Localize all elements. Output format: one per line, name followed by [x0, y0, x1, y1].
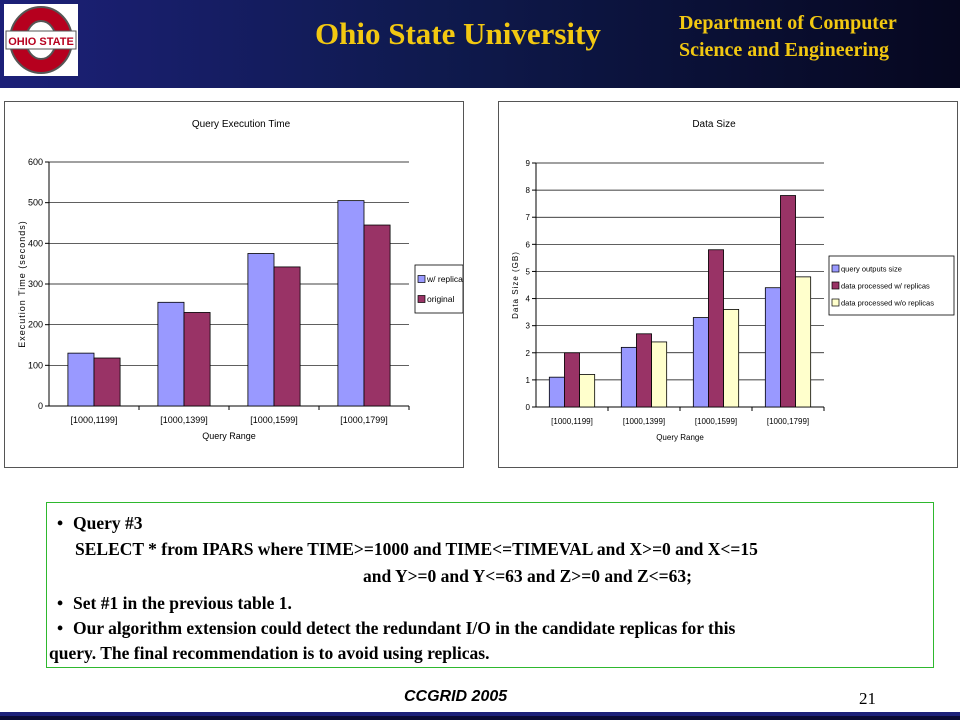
bar-1-1: [636, 333, 652, 408]
bullet-icon: •: [57, 618, 64, 638]
y-tick-label-8: 8: [526, 186, 531, 195]
chart-data-size: Data Size 0 1 2 3 4 5 6 7 8 9 [1000,1199] [1000,1399…: [498, 101, 958, 468]
chart-title: Query Execution Time: [192, 119, 291, 130]
bar-0-0: [67, 352, 95, 407]
bar-1-3: [780, 195, 796, 408]
bar-1-3: [363, 224, 391, 407]
bar-1-1: [183, 312, 211, 407]
legend-label-1: data processed w/ replicas: [841, 282, 930, 291]
legend-label-0: w/ replicas: [426, 274, 463, 284]
footer-rule-bottom: [0, 716, 960, 720]
header-band: OHIO STATE Ohio State University Departm…: [0, 0, 960, 88]
query-title-line: • Query #3: [57, 513, 143, 534]
y-tick-label-6: 600: [28, 157, 43, 167]
legend-label-0: query outputs size: [841, 265, 902, 274]
x-axis-label: Query Range: [202, 431, 256, 441]
legend-label-1: original: [427, 294, 455, 304]
legend-swatch-1: [417, 295, 426, 303]
y-tick-label-4: 4: [526, 295, 531, 304]
x-tick-label-0: [1000,1199]: [551, 417, 593, 426]
bar-2-2: [723, 308, 740, 408]
bar-2-1: [651, 341, 668, 408]
x-axis-label: Query Range: [656, 433, 704, 442]
y-tick-label-5: 500: [28, 198, 43, 208]
x-tick-label-2: [1000,1599]: [250, 415, 298, 425]
legend-swatch-0: [831, 264, 840, 273]
footer-rule-top: [0, 712, 960, 716]
set-text: Set #1 in the previous table 1.: [73, 593, 292, 613]
y-tick-label-5: 5: [526, 267, 531, 276]
conclusion-line-2: query. The final recommendation is to av…: [49, 643, 490, 663]
bar-1-0: [564, 352, 580, 408]
legend-swatch-0: [417, 275, 426, 283]
bar-1-2: [708, 249, 724, 408]
bullet-icon: •: [57, 513, 64, 533]
bar-0-2: [692, 317, 709, 408]
legend-label-2: data processed w/o replicas: [841, 299, 934, 308]
set-line: • Set #1 in the previous table 1.: [57, 593, 292, 614]
department-title: Department of Computer Science and Engin…: [679, 10, 897, 64]
chart-query-execution-time-svg: Query Execution Time 0 100 200 300 400 500 600 […: [17, 119, 463, 441]
y-axis-label: Data Size (GB): [511, 251, 520, 319]
y-tick-label-0: 0: [38, 401, 43, 411]
y-tick-label-3: 300: [28, 279, 43, 289]
x-tick-label-1: [1000,1399]: [160, 415, 208, 425]
bar-0-1: [620, 346, 637, 408]
y-tick-label-2: 2: [526, 349, 531, 358]
conclusion-line-1: • Our algorithm extension could detect th…: [57, 618, 735, 639]
x-tick-label-0: [1000,1199]: [71, 415, 118, 425]
legend-box: [414, 264, 463, 314]
ohio-state-logo: OHIO STATE: [4, 4, 78, 76]
bar-0-3: [337, 200, 365, 407]
bar-0-2: [247, 253, 275, 407]
y-tick-label-9: 9: [526, 159, 531, 168]
university-title: Ohio State University: [315, 16, 601, 51]
query-sql-line-2: and Y>=0 and Y<=63 and Z>=0 and Z<=63;: [363, 566, 692, 586]
conference-label: CCGRID 2005: [404, 688, 508, 705]
y-tick-label-1: 100: [28, 360, 43, 370]
x-tick-label-3: [1000,1799]: [767, 417, 809, 426]
x-tick-label-2: [1000,1599]: [695, 417, 737, 426]
query-description-box: • Query #3 SELECT * from IPARS where TIME…: [46, 502, 934, 668]
y-tick-label-0: 0: [526, 403, 531, 412]
bar-1-0: [93, 357, 121, 407]
y-tick-label-6: 6: [526, 240, 531, 249]
y-tick-label-7: 7: [526, 213, 531, 222]
block-o-icon: OHIO STATE: [5, 6, 77, 74]
bar-1-2: [273, 266, 301, 407]
bullet-icon: •: [57, 593, 64, 613]
query-sql-line-1: SELECT * from IPARS where TIME>=1000 and…: [75, 539, 758, 559]
bar-2-0: [579, 374, 596, 408]
page-number: 21: [859, 689, 876, 708]
y-axis-label: Execution Time (seconds): [17, 220, 27, 348]
bar-2-3: [795, 276, 812, 408]
query-title: Query #3: [73, 513, 143, 533]
y-tick-label-1: 1: [526, 376, 531, 385]
bar-0-1: [157, 301, 185, 407]
y-tick-label-2: 200: [28, 320, 43, 330]
legend-swatch-2: [831, 298, 840, 307]
chart-title: Data Size: [692, 119, 736, 130]
y-tick-label-4: 400: [28, 238, 43, 248]
department-line-1: Department of Computer: [679, 12, 897, 34]
svg-text:OHIO STATE: OHIO STATE: [8, 36, 74, 48]
legend-swatch-1: [831, 281, 840, 290]
bar-0-3: [764, 287, 781, 408]
bar-0-0: [548, 376, 565, 408]
x-tick-label-1: [1000,1399]: [623, 417, 665, 426]
y-tick-label-3: 3: [526, 322, 531, 331]
legend-box: [828, 255, 955, 316]
conclusion-text-1: Our algorithm extension could detect the…: [73, 618, 736, 638]
chart-query-execution-time: Query Execution Time 0 100 200 300 400 500 600 […: [4, 101, 464, 468]
chart-data-size-svg: Data Size 0 1 2 3 4 5 6 7 8 9 [1000,1199] [1000,1399…: [511, 119, 955, 442]
department-line-2: Science and Engineering: [679, 39, 890, 61]
x-tick-label-3: [1000,1799]: [340, 415, 388, 425]
